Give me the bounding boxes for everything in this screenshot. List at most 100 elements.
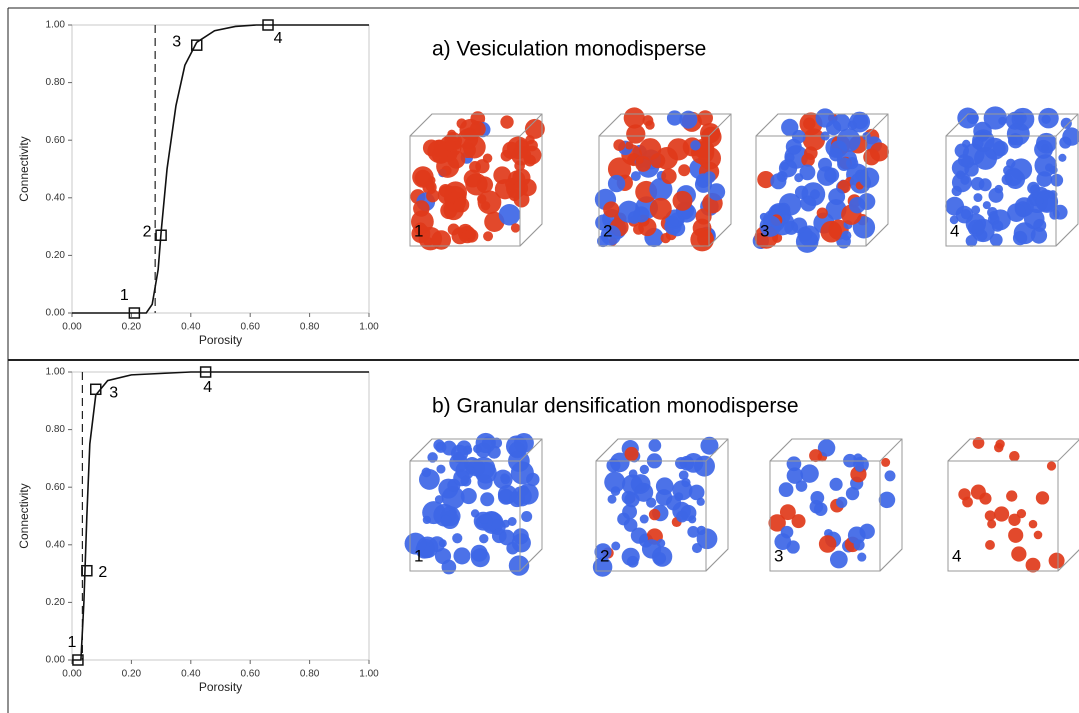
cube-blob xyxy=(1033,218,1047,232)
y-tick-label: 0.80 xyxy=(46,77,66,88)
cube-blob xyxy=(778,193,802,216)
cube-edge xyxy=(519,113,543,137)
cube-blob xyxy=(493,469,513,489)
cube-blob xyxy=(791,217,808,234)
cube-blob xyxy=(639,138,662,161)
cube-blob xyxy=(625,141,634,150)
cube-edge xyxy=(1057,439,1079,462)
cube-blob xyxy=(700,436,719,455)
cube-blob xyxy=(878,491,896,509)
x-tick-label: 1.00 xyxy=(359,322,379,333)
cube-blob xyxy=(848,196,866,214)
point-marker xyxy=(90,383,102,396)
cube-blob xyxy=(604,471,626,493)
cube-blob xyxy=(984,510,996,522)
cube-blob xyxy=(460,487,477,505)
cube-blob xyxy=(849,111,871,133)
point-marker xyxy=(190,39,203,51)
cube-blob xyxy=(675,457,688,470)
cube-blob xyxy=(707,183,726,201)
cube-label: 2 xyxy=(600,546,609,565)
cube-blob xyxy=(600,225,621,246)
cube-blob xyxy=(1048,552,1065,569)
cube-blob xyxy=(606,458,621,473)
cube-blob xyxy=(510,461,534,485)
cube-edge xyxy=(409,113,543,247)
cube-blob xyxy=(436,464,446,474)
cube-blob xyxy=(463,169,482,188)
cube-blob xyxy=(447,150,466,169)
cube-blob xyxy=(661,168,677,184)
cube-blob xyxy=(482,153,493,164)
cube-blob xyxy=(982,201,991,210)
y-tick-label: 0.60 xyxy=(46,135,66,146)
cube-blob xyxy=(696,528,718,550)
cube-blob xyxy=(613,139,626,152)
cube-blob xyxy=(962,496,973,508)
cube-blob xyxy=(441,486,465,510)
cube-blob xyxy=(1008,513,1021,526)
cube-blob xyxy=(679,110,698,129)
cube-blob xyxy=(828,147,843,162)
cube-blob xyxy=(1050,173,1064,187)
point-label: 1 xyxy=(67,634,76,651)
x-tick-label: 0.60 xyxy=(240,669,260,680)
cube-blob xyxy=(624,446,639,461)
x-tick-label: 0.00 xyxy=(62,322,82,333)
cube-blob xyxy=(479,534,489,544)
cube-blob xyxy=(1012,230,1028,246)
cube-blob xyxy=(786,456,802,472)
cube-blob xyxy=(607,174,626,193)
plot-frame xyxy=(71,24,370,314)
cube-blob xyxy=(966,111,979,125)
cube-blob xyxy=(795,480,808,492)
cube-blob xyxy=(832,113,851,132)
cube-blob xyxy=(857,552,867,562)
cube-blob xyxy=(757,170,775,189)
cube-blob xyxy=(524,154,536,167)
cube-blob xyxy=(669,212,684,227)
cube-blob xyxy=(440,201,458,220)
cube-blob xyxy=(1035,491,1050,505)
cube-edge xyxy=(708,113,732,137)
cube-blob xyxy=(1025,557,1041,573)
cube-blob xyxy=(607,494,617,504)
cube-blob xyxy=(491,528,507,544)
cube-blob xyxy=(809,189,820,200)
y-tick-label: 0.20 xyxy=(46,597,66,608)
cube-blob xyxy=(973,193,983,203)
cube-blob xyxy=(799,164,816,181)
y-tick-label: 0.60 xyxy=(46,482,66,493)
cube-label: 4 xyxy=(950,221,959,240)
cube-blob xyxy=(634,482,654,502)
cube-blob xyxy=(829,550,848,569)
cube-blob xyxy=(974,146,998,170)
cube-label: 1 xyxy=(414,221,423,240)
cube-blob xyxy=(809,449,823,463)
cube-blob xyxy=(510,223,521,233)
cube-blob xyxy=(517,483,539,505)
cube-blob xyxy=(774,533,792,551)
cube-blob xyxy=(426,189,440,203)
cube-blob xyxy=(434,548,452,565)
cube-blob xyxy=(422,515,431,525)
point-marker xyxy=(128,307,141,319)
cube-blob xyxy=(847,526,866,545)
cube-edge xyxy=(409,438,543,572)
cube-label: 2 xyxy=(603,221,612,240)
cube xyxy=(945,106,1079,247)
cube-blob xyxy=(441,440,457,456)
cube-blob xyxy=(955,205,974,224)
cube-blob xyxy=(617,200,640,223)
cube-blob xyxy=(641,539,662,559)
cube-blob xyxy=(964,162,979,177)
cube-blob xyxy=(630,171,641,182)
cube-blob xyxy=(465,228,476,239)
cube-blob xyxy=(971,205,981,215)
cube-blob xyxy=(1008,136,1018,146)
cube-blob xyxy=(639,464,650,475)
y-tick-label: 0.00 xyxy=(46,308,66,319)
cube-blob xyxy=(626,124,646,144)
cube-blob xyxy=(411,210,434,234)
